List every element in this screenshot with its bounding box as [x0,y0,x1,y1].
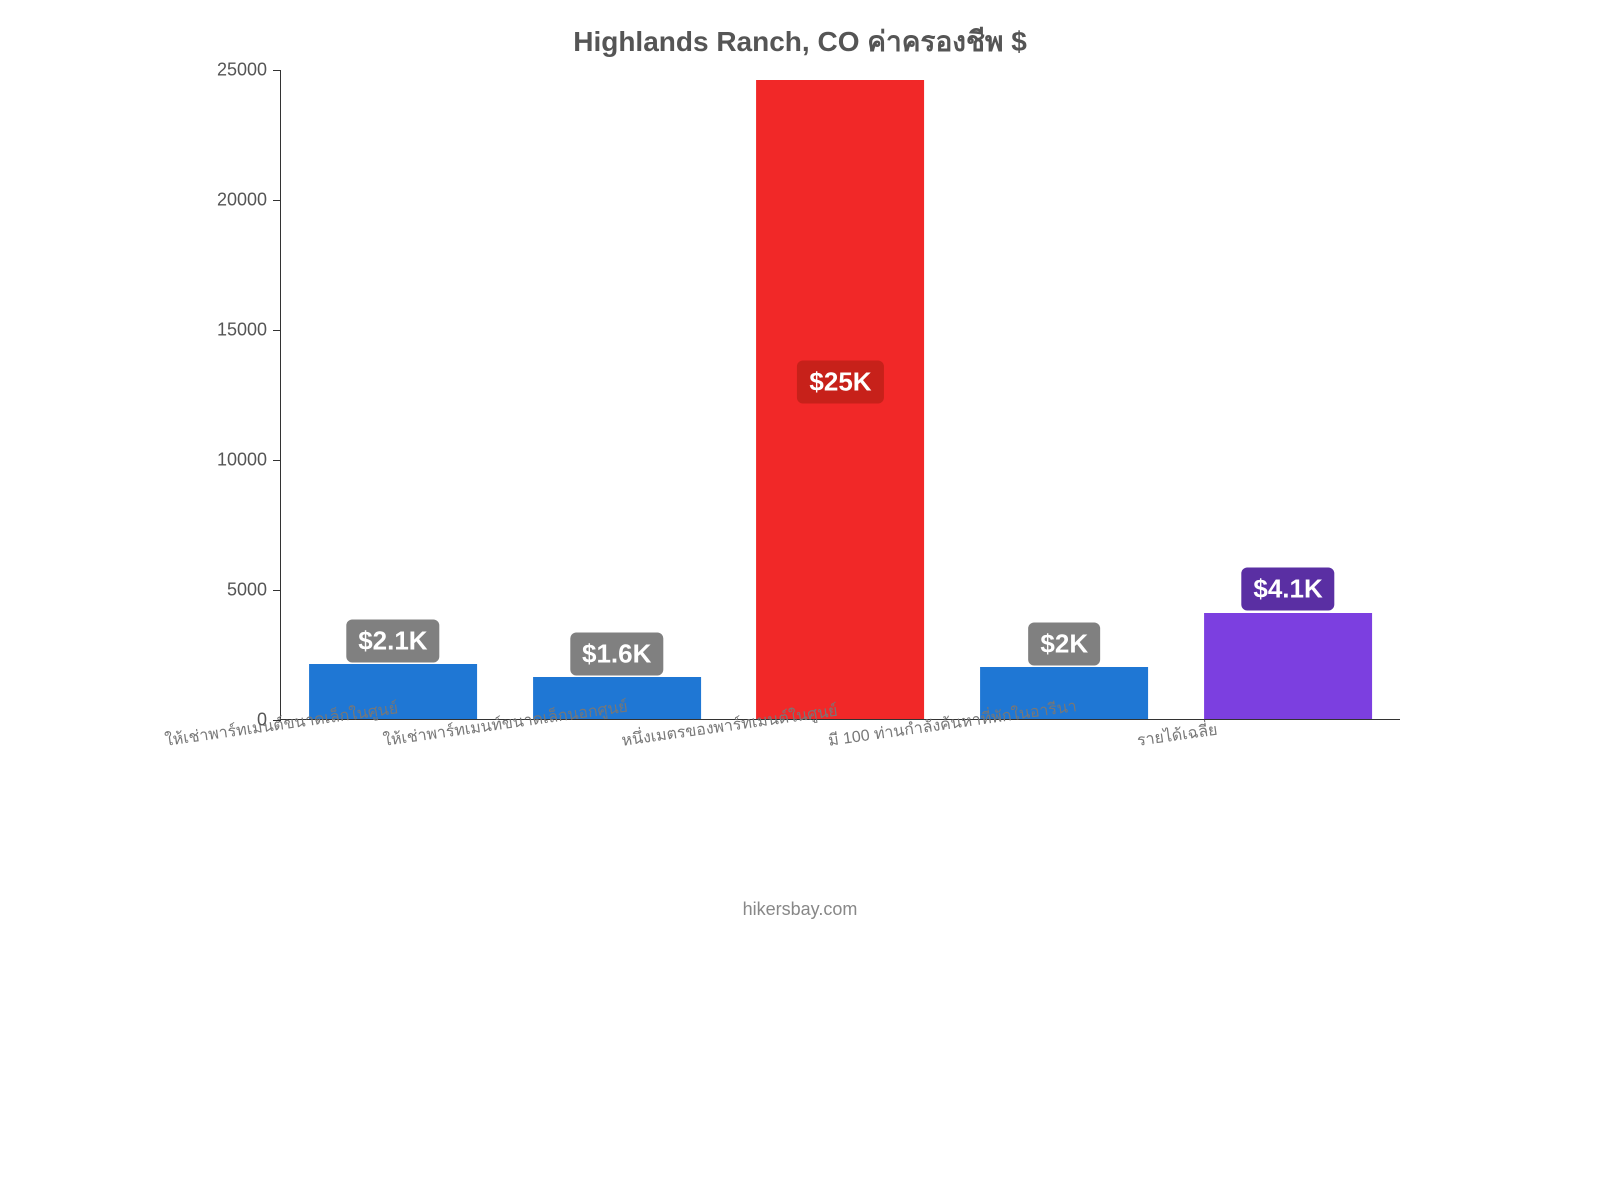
bar-slot: $1.6Kให้เช่าพาร์ทเมนท์ขนาดเล็กนอกศูนย์ [505,70,729,719]
bar-slot: $4.1Kรายได้เฉลี่ย [1176,70,1400,719]
y-tick-label: 25000 [217,60,281,81]
bar-slot: $2.1Kให้เช่าพาร์ทเมนต์ขนาดเล็กในศูนย์ [281,70,505,719]
bar-slot: $25Kหนึ่งเมตรของพาร์ทเมนต์ในศูนย์ [729,70,953,719]
value-badge: $25K [797,361,883,404]
value-badge: $1.6K [570,633,663,676]
value-badge: $2.1K [346,620,439,663]
chart-title: Highlands Ranch, CO ค่าครองชีพ $ [160,20,1440,64]
y-tick-label: 15000 [217,320,281,341]
bar-slot: $2Kมี 100 ท่านกำลังค้นหาที่พักในอารีนา [952,70,1176,719]
y-tick-label: 5000 [227,580,281,601]
chart-footer: hikersbay.com [160,899,1440,920]
x-axis-label: ให้เช่าพาร์ทเมนต์ขนาดเล็กในศูนย์ [163,696,399,753]
plot-area: $2.1Kให้เช่าพาร์ทเมนต์ขนาดเล็กในศูนย์$1.… [280,70,1400,720]
value-badge: $2K [1028,623,1100,666]
bars-container: $2.1Kให้เช่าพาร์ทเมนต์ขนาดเล็กในศูนย์$1.… [281,70,1400,719]
cost-of-living-chart: Highlands Ranch, CO ค่าครองชีพ $ $2.1Kให… [160,0,1440,960]
x-axis-label: รายได้เฉลี่ย [1136,718,1220,754]
y-tick-label: 20000 [217,190,281,211]
y-tick-label: 10000 [217,450,281,471]
bar [1204,613,1372,719]
y-tick-label: 0 [257,710,281,731]
value-badge: $4.1K [1241,568,1334,611]
